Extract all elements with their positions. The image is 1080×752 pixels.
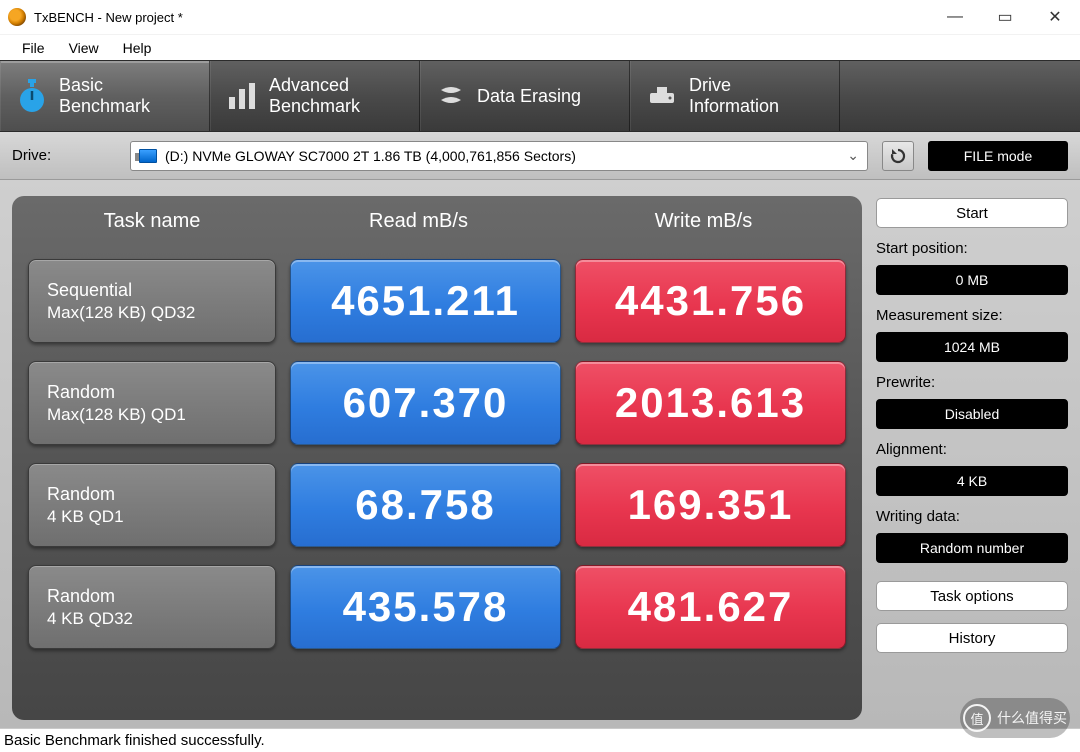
benchmark-header: Task name Read mB/s Write mB/s [28, 206, 846, 241]
task-options-button[interactable]: Task options [876, 581, 1068, 611]
drive-select[interactable]: (D:) NVMe GLOWAY SC7000 2T 1.86 TB (4,00… [130, 141, 868, 171]
erase-icon [437, 82, 465, 110]
benchmark-panel: Task name Read mB/s Write mB/s Sequentia… [12, 196, 862, 720]
chevron-down-icon: ⌄ [847, 147, 859, 164]
prewrite-value[interactable]: Disabled [876, 399, 1068, 429]
write-value[interactable]: 169.351 [575, 463, 846, 547]
titlebar: TxBENCH - New project * — ▭ ✕ [0, 0, 1080, 34]
read-value[interactable]: 607.370 [290, 361, 561, 445]
task-line1: Sequential [47, 279, 257, 302]
prewrite-label: Prewrite: [876, 374, 1068, 391]
minimize-button[interactable]: — [930, 0, 980, 34]
writing-data-value[interactable]: Random number [876, 533, 1068, 563]
read-value[interactable]: 4651.211 [290, 259, 561, 343]
main-area: Task name Read mB/s Write mB/s Sequentia… [0, 180, 1080, 728]
start-position-label: Start position: [876, 240, 1068, 257]
sidebar: Start Start position: 0 MB Measurement s… [876, 196, 1068, 720]
task-line1: Random [47, 585, 257, 608]
task-cell[interactable]: Random4 KB QD1 [28, 463, 276, 547]
writing-data-label: Writing data: [876, 508, 1068, 525]
file-mode-button[interactable]: FILE mode [928, 141, 1068, 171]
drive-row: Drive: (D:) NVMe GLOWAY SC7000 2T 1.86 T… [0, 132, 1080, 180]
write-value[interactable]: 481.627 [575, 565, 846, 649]
status-text: Basic Benchmark finished successfully. [4, 732, 265, 749]
tab-label: Data Erasing [477, 86, 581, 107]
menu-help[interactable]: Help [113, 38, 162, 58]
drive-label: Drive: [12, 147, 116, 164]
benchmark-row: Random4 KB QD32 435.578 481.627 [28, 565, 846, 649]
tab-data-erasing[interactable]: Data Erasing [420, 61, 630, 131]
alignment-label: Alignment: [876, 441, 1068, 458]
tab-label: Benchmark [269, 96, 360, 117]
read-value[interactable]: 68.758 [290, 463, 561, 547]
task-line2: Max(128 KB) QD1 [47, 404, 257, 425]
menu-file[interactable]: File [12, 38, 55, 58]
write-value[interactable]: 4431.756 [575, 259, 846, 343]
refresh-icon [889, 147, 907, 165]
benchmark-row: Random4 KB QD1 68.758 169.351 [28, 463, 846, 547]
drive-selected-text: (D:) NVMe GLOWAY SC7000 2T 1.86 TB (4,00… [165, 148, 576, 164]
benchmark-row: SequentialMax(128 KB) QD32 4651.211 4431… [28, 259, 846, 343]
task-line2: 4 KB QD32 [47, 608, 257, 629]
drive-volume-icon [139, 149, 157, 163]
maximize-button[interactable]: ▭ [980, 0, 1030, 34]
header-write: Write mB/s [561, 206, 846, 241]
app-icon [8, 8, 26, 26]
tabstrip: BasicBenchmark AdvancedBenchmark Data Er… [0, 60, 1080, 132]
read-value[interactable]: 435.578 [290, 565, 561, 649]
close-button[interactable]: ✕ [1030, 0, 1080, 34]
tab-label: Basic [59, 75, 150, 96]
header-task: Task name [28, 206, 276, 241]
tab-advanced-benchmark[interactable]: AdvancedBenchmark [210, 61, 420, 131]
header-read: Read mB/s [276, 206, 561, 241]
task-line2: Max(128 KB) QD32 [47, 302, 257, 323]
drive-icon [647, 81, 677, 111]
task-cell[interactable]: RandomMax(128 KB) QD1 [28, 361, 276, 445]
stopwatch-icon [17, 79, 47, 113]
tab-drive-information[interactable]: DriveInformation [630, 61, 840, 131]
tab-label: Advanced [269, 75, 360, 96]
menu-view[interactable]: View [59, 38, 109, 58]
task-cell[interactable]: SequentialMax(128 KB) QD32 [28, 259, 276, 343]
task-line1: Random [47, 381, 257, 404]
benchmark-row: RandomMax(128 KB) QD1 607.370 2013.613 [28, 361, 846, 445]
task-line2: 4 KB QD1 [47, 506, 257, 527]
refresh-button[interactable] [882, 141, 914, 171]
tab-label: Information [689, 96, 779, 117]
history-button[interactable]: History [876, 623, 1068, 653]
start-button[interactable]: Start [876, 198, 1068, 228]
bars-icon [227, 81, 257, 111]
tab-basic-benchmark[interactable]: BasicBenchmark [0, 61, 210, 131]
menubar: File View Help [0, 34, 1080, 60]
start-position-value[interactable]: 0 MB [876, 265, 1068, 295]
write-value[interactable]: 2013.613 [575, 361, 846, 445]
tab-label: Benchmark [59, 96, 150, 117]
window-title: TxBENCH - New project * [34, 10, 930, 25]
status-bar: Basic Benchmark finished successfully. [0, 728, 1080, 752]
alignment-value[interactable]: 4 KB [876, 466, 1068, 496]
task-line1: Random [47, 483, 257, 506]
measurement-size-value[interactable]: 1024 MB [876, 332, 1068, 362]
tab-label: Drive [689, 75, 779, 96]
task-cell[interactable]: Random4 KB QD32 [28, 565, 276, 649]
measurement-size-label: Measurement size: [876, 307, 1068, 324]
